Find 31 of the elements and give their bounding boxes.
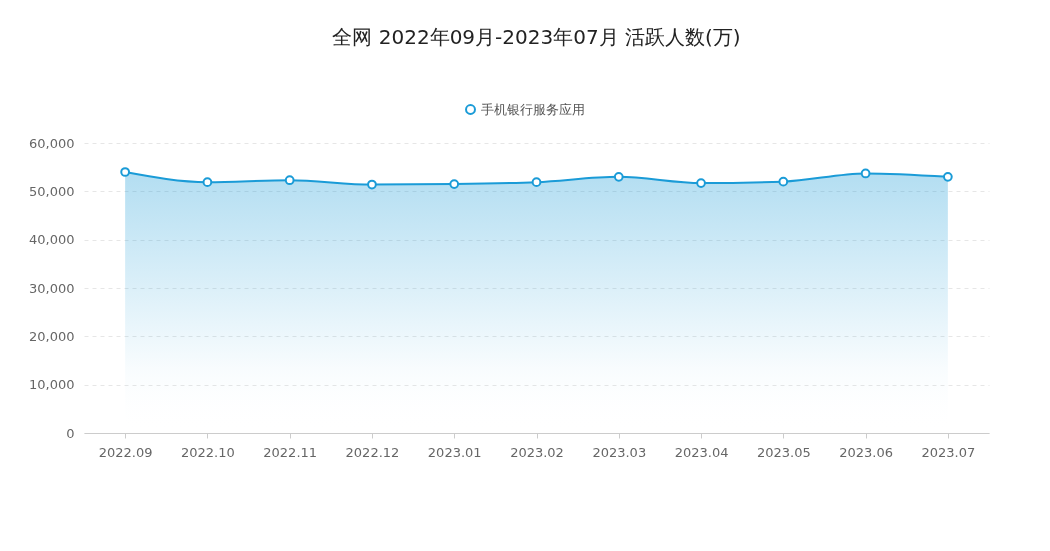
point (613, 171, 624, 182)
y-tick-label: 20,000 (29, 328, 75, 344)
x-tick-label: 2023.04 (674, 444, 729, 460)
x-tick-label: 2023.05 (756, 444, 811, 460)
y-tick-label: 10,000 (29, 377, 75, 393)
point (531, 177, 542, 188)
x-tick-label: 2023.02 (510, 444, 564, 460)
y-tick-label: 30,000 (29, 280, 75, 296)
x-tick-label: 2022.09 (98, 444, 153, 460)
x-tick-label: 2022.11 (263, 444, 318, 460)
chart-title: 全网 2022年09月-2023年07月 活跃人数(万) (332, 25, 741, 49)
x-tick-label: 2023.06 (839, 444, 893, 460)
point (284, 175, 295, 186)
x-tick-label: 2022.12 (345, 444, 400, 460)
y-tick-label: 0 (66, 425, 75, 441)
point (202, 177, 213, 188)
point (942, 171, 953, 182)
y-tick-label: 60,000 (29, 135, 75, 151)
point (860, 168, 871, 179)
point (449, 179, 460, 189)
point (367, 179, 377, 190)
x-tick-label: 2023.07 (921, 444, 976, 460)
point (696, 178, 706, 188)
x-tick-label: 2023.01 (427, 444, 482, 460)
y-tick-label: 50,000 (29, 183, 75, 199)
x-tick-label: 2023.03 (592, 444, 647, 460)
y-tick-label: 40,000 (29, 232, 75, 248)
legend-label: 手机银行服务应用 (481, 101, 585, 117)
point (120, 167, 131, 177)
point (778, 176, 789, 187)
x-tick-label: 2022.10 (181, 444, 235, 460)
